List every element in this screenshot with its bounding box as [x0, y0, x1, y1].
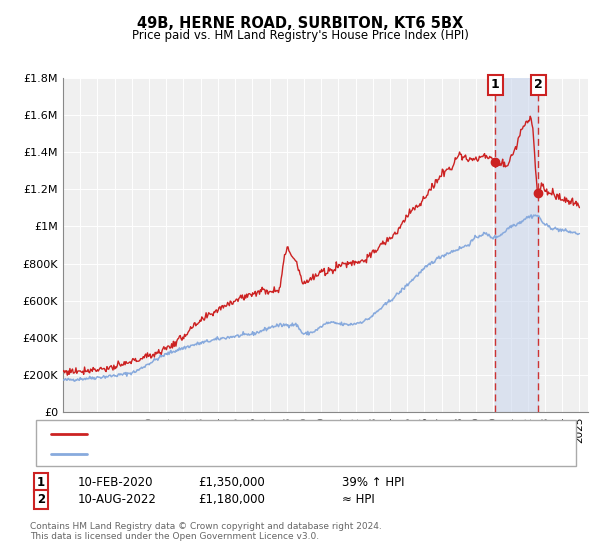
Text: 49B, HERNE ROAD, SURBITON, KT6 5BX (detached house): 49B, HERNE ROAD, SURBITON, KT6 5BX (deta… — [96, 429, 413, 439]
Text: Price paid vs. HM Land Registry's House Price Index (HPI): Price paid vs. HM Land Registry's House … — [131, 29, 469, 42]
Text: 1: 1 — [491, 78, 500, 91]
Text: 2: 2 — [37, 493, 45, 506]
Text: 2: 2 — [534, 78, 542, 91]
Text: HPI: Average price, detached house, Kingston upon Thames: HPI: Average price, detached house, King… — [96, 450, 424, 459]
Bar — [495, 78, 538, 412]
Text: ≈ HPI: ≈ HPI — [342, 493, 375, 506]
Text: 49B, HERNE ROAD, SURBITON, KT6 5BX: 49B, HERNE ROAD, SURBITON, KT6 5BX — [137, 16, 463, 31]
Text: 10-AUG-2022: 10-AUG-2022 — [78, 493, 157, 506]
Text: Contains HM Land Registry data © Crown copyright and database right 2024.
This d: Contains HM Land Registry data © Crown c… — [30, 522, 382, 542]
Text: 1: 1 — [37, 476, 45, 489]
Text: 39% ↑ HPI: 39% ↑ HPI — [342, 476, 404, 489]
Text: £1,180,000: £1,180,000 — [198, 493, 265, 506]
Text: £1,350,000: £1,350,000 — [198, 476, 265, 489]
Text: 10-FEB-2020: 10-FEB-2020 — [78, 476, 154, 489]
